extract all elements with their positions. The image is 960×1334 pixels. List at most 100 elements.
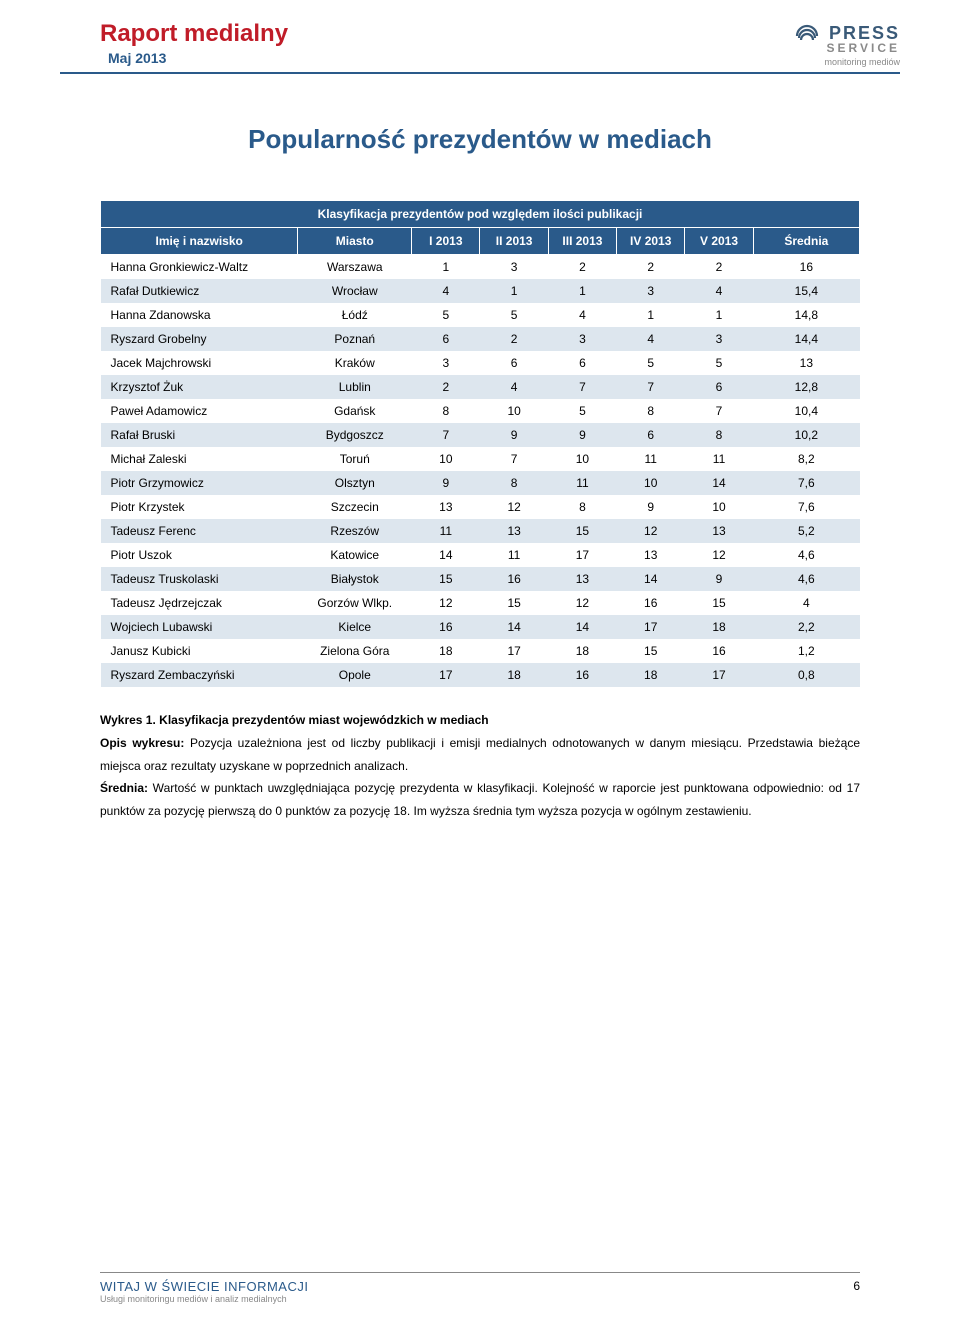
cell-value: 3 [617, 279, 685, 303]
table-col-header: Miasto [298, 228, 412, 255]
page-number: 6 [853, 1279, 860, 1293]
cell-value: 16 [685, 639, 753, 663]
cell-name: Piotr Grzymowicz [101, 471, 298, 495]
cell-name: Tadeusz Jędrzejczak [101, 591, 298, 615]
cell-value: 15 [480, 591, 548, 615]
cell-value: 13 [412, 495, 480, 519]
cell-value: 1 [548, 279, 616, 303]
cell-value: 18 [480, 663, 548, 687]
cell-value: 13 [753, 351, 859, 375]
cell-city: Opole [298, 663, 412, 687]
cell-value: 7 [548, 375, 616, 399]
table-col-header: Imię i nazwisko [101, 228, 298, 255]
cell-value: 12 [617, 519, 685, 543]
cell-value: 4,6 [753, 543, 859, 567]
cell-value: 16 [480, 567, 548, 591]
cell-value: 11 [548, 471, 616, 495]
cell-value: 8 [685, 423, 753, 447]
cell-value: 17 [480, 639, 548, 663]
cell-value: 16 [617, 591, 685, 615]
logo-arc-icon [793, 22, 821, 55]
figure-label: Wykres 1. Klasyfikacja prezydentów miast… [100, 713, 489, 727]
cell-city: Kraków [298, 351, 412, 375]
table-col-header: V 2013 [685, 228, 753, 255]
cell-value: 6 [412, 327, 480, 351]
cell-value: 15 [412, 567, 480, 591]
cell-value: 5 [480, 303, 548, 327]
cell-value: 4 [617, 327, 685, 351]
report-title: Raport medialny [60, 20, 900, 48]
cell-value: 16 [753, 255, 859, 280]
page-header: Raport medialny Maj 2013 PRESS SERVICE m… [0, 0, 960, 74]
cell-name: Wojciech Lubawski [101, 615, 298, 639]
cell-value: 16 [412, 615, 480, 639]
cell-name: Janusz Kubicki [101, 639, 298, 663]
cell-value: 13 [617, 543, 685, 567]
cell-value: 12 [548, 591, 616, 615]
cell-city: Wrocław [298, 279, 412, 303]
cell-city: Lublin [298, 375, 412, 399]
desc-opis-label: Opis wykresu: [100, 736, 184, 750]
table-col-header: I 2013 [412, 228, 480, 255]
logo-press-text: PRESS [827, 24, 900, 42]
cell-value: 6 [480, 351, 548, 375]
cell-value: 8 [548, 495, 616, 519]
cell-value: 12 [685, 543, 753, 567]
cell-value: 15,4 [753, 279, 859, 303]
footer-sub-text: Usługi monitoringu mediów i analiz media… [100, 1294, 308, 1304]
cell-value: 17 [685, 663, 753, 687]
cell-value: 13 [548, 567, 616, 591]
cell-value: 1 [480, 279, 548, 303]
cell-value: 13 [685, 519, 753, 543]
cell-value: 11 [617, 447, 685, 471]
cell-value: 7,6 [753, 471, 859, 495]
cell-value: 9 [617, 495, 685, 519]
description-block: Wykres 1. Klasyfikacja prezydentów miast… [100, 709, 860, 823]
table-row: Tadeusz JędrzejczakGorzów Wlkp.121512161… [101, 591, 860, 615]
cell-value: 10,4 [753, 399, 859, 423]
cell-name: Tadeusz Ferenc [101, 519, 298, 543]
table-row: Paweł AdamowiczGdańsk81058710,4 [101, 399, 860, 423]
cell-name: Paweł Adamowicz [101, 399, 298, 423]
cell-value: 12 [480, 495, 548, 519]
cell-value: 7 [685, 399, 753, 423]
table-row: Michał ZaleskiToruń1071011118,2 [101, 447, 860, 471]
cell-city: Szczecin [298, 495, 412, 519]
page-footer: WITAJ W ŚWIECIE INFORMACJI Usługi monito… [100, 1272, 860, 1304]
cell-value: 0,8 [753, 663, 859, 687]
cell-value: 18 [617, 663, 685, 687]
cell-name: Rafał Bruski [101, 423, 298, 447]
rankings-table: Klasyfikacja prezydentów pod względem il… [100, 200, 860, 687]
table-col-header: Średnia [753, 228, 859, 255]
cell-value: 2 [548, 255, 616, 280]
cell-value: 8 [480, 471, 548, 495]
desc-opis-text: Pozycja uzależniona jest od liczby publi… [100, 736, 860, 773]
cell-value: 3 [480, 255, 548, 280]
table-row: Krzysztof ŻukLublin2477612,8 [101, 375, 860, 399]
cell-value: 1,2 [753, 639, 859, 663]
table-row: Wojciech LubawskiKielce16141417182,2 [101, 615, 860, 639]
cell-value: 9 [412, 471, 480, 495]
cell-value: 18 [685, 615, 753, 639]
cell-value: 7 [617, 375, 685, 399]
cell-value: 12,8 [753, 375, 859, 399]
cell-value: 14 [412, 543, 480, 567]
cell-city: Katowice [298, 543, 412, 567]
cell-name: Piotr Krzystek [101, 495, 298, 519]
cell-name: Ryszard Grobelny [101, 327, 298, 351]
table-row: Rafał BruskiBydgoszcz7996810,2 [101, 423, 860, 447]
cell-value: 5 [412, 303, 480, 327]
cell-value: 10 [412, 447, 480, 471]
table-col-header: IV 2013 [617, 228, 685, 255]
cell-city: Gdańsk [298, 399, 412, 423]
table-row: Ryszard ZembaczyńskiOpole17181618170,8 [101, 663, 860, 687]
main-heading: Popularność prezydentów w mediach [100, 124, 860, 155]
cell-value: 7 [412, 423, 480, 447]
desc-avg-label: Średnia: [100, 781, 148, 795]
header-divider [60, 72, 900, 74]
cell-value: 17 [412, 663, 480, 687]
cell-value: 17 [548, 543, 616, 567]
cell-value: 15 [685, 591, 753, 615]
table-col-header: III 2013 [548, 228, 616, 255]
table-row: Ryszard GrobelnyPoznań6234314,4 [101, 327, 860, 351]
